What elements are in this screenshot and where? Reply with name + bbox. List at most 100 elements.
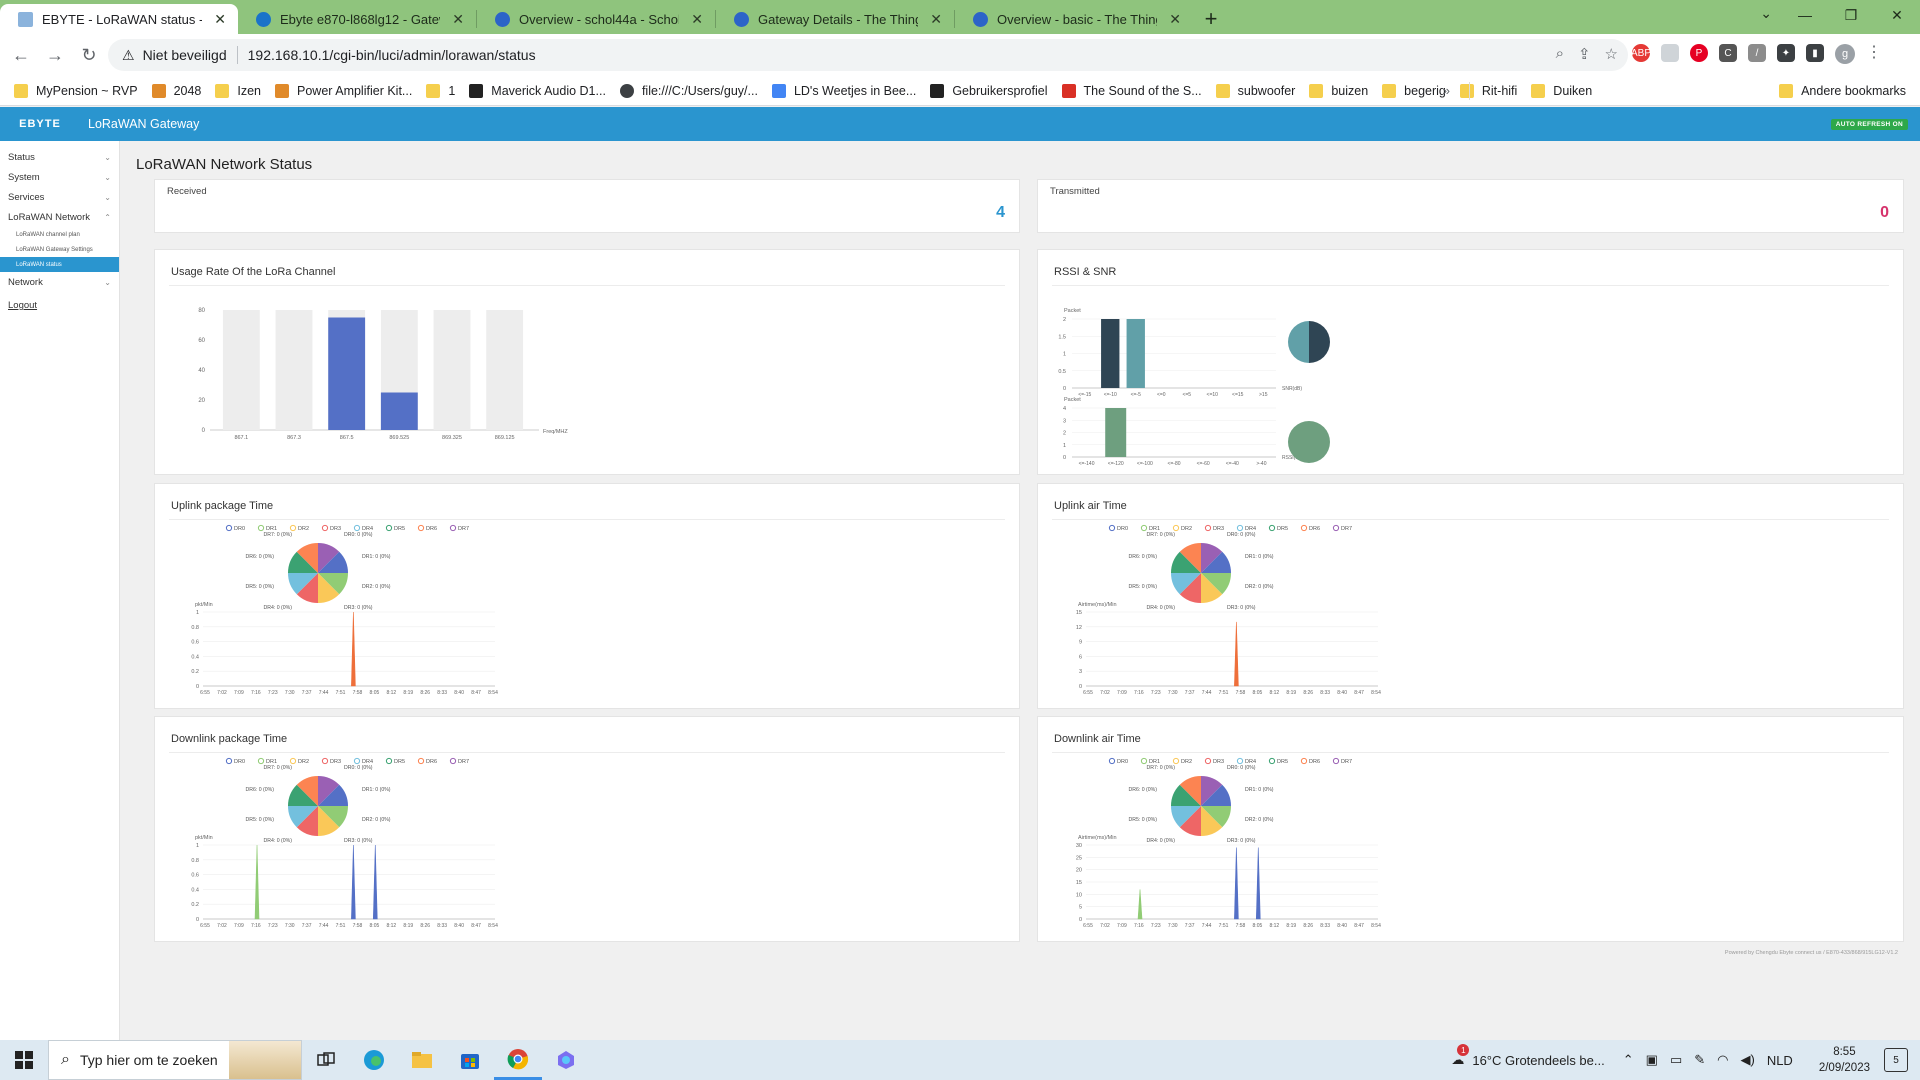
bookmark-item[interactable]: begerig [1382, 83, 1446, 98]
file-explorer-icon[interactable] [398, 1040, 446, 1080]
bookmark-item[interactable]: Gebruikersprofiel [930, 83, 1048, 98]
chevron-up-icon[interactable]: ⌃ [1622, 1052, 1634, 1067]
task-view-icon[interactable] [302, 1040, 350, 1080]
bookmark-item[interactable]: Maverick Audio D1... [469, 83, 606, 98]
close-icon[interactable]: ✕ [691, 11, 703, 27]
zoom-icon[interactable]: ⌕ [1555, 45, 1564, 62]
sidebar-item-status[interactable]: Status ⌄ [0, 147, 119, 167]
received-value: 4 [996, 204, 1005, 221]
close-icon[interactable]: ✕ [214, 11, 226, 27]
share-icon[interactable]: ⇪ [1577, 46, 1591, 63]
volume-icon[interactable]: ◀) [1740, 1052, 1755, 1067]
x-tick-label: 7:16 [1134, 923, 1144, 929]
adblock-icon[interactable]: ABP [1631, 44, 1651, 62]
maximize-icon[interactable]: ❐ [1844, 6, 1858, 23]
sidebar-subitem-channel-plan[interactable]: LoRaWAN channel plan [16, 231, 80, 238]
bookmark-item[interactable]: Izen [215, 83, 261, 98]
window-close-icon[interactable]: ✕ [1891, 6, 1903, 23]
meet-now-icon[interactable]: ▣ [1645, 1052, 1658, 1067]
x-tick-label: 6:55 [1083, 690, 1093, 696]
pie-label: DR1: 0 (0%) [362, 554, 391, 560]
bookmark-favicon-icon [1061, 83, 1076, 98]
menu-kebab-icon[interactable]: ⋮ [1866, 44, 1882, 61]
y-tick-label: 0 [196, 684, 199, 690]
legend-marker [1300, 524, 1308, 532]
minimize-icon[interactable]: — [1798, 7, 1812, 23]
folder-icon [215, 83, 230, 98]
bookmark-item[interactable]: Duiken [1531, 83, 1592, 98]
back-arrow-icon[interactable]: ← [12, 44, 30, 65]
pen-icon[interactable]: ✎ [1694, 1052, 1706, 1067]
y-tick-label: 30 [1076, 843, 1082, 849]
ebyte-logo[interactable]: EBYTE [0, 107, 80, 141]
extension-feather-icon[interactable]: / [1748, 44, 1766, 62]
reload-icon[interactable]: ↻ [81, 44, 97, 65]
puzzle-icon[interactable]: ✦ [1777, 44, 1795, 62]
store-icon[interactable] [446, 1040, 494, 1080]
tab-overview-schol[interactable]: Overview - schol44a - Schollebee ✕ [477, 4, 715, 34]
edge-icon[interactable] [350, 1040, 398, 1080]
weather-widget[interactable]: ☁ 1 16°C Grotendeels be... [1451, 1044, 1605, 1068]
tab-overview-basic[interactable]: Overview - basic - The Things Ne ✕ [955, 4, 1193, 34]
sidebar-subitem-gateway-settings[interactable]: LoRaWAN Gateway Settings [16, 246, 93, 253]
url-text[interactable]: 192.168.10.1/cgi-bin/luci/admin/lorawan/… [247, 47, 536, 63]
tab-search-chevron-icon[interactable]: ⌄ [1760, 5, 1772, 21]
sidebar-item-system[interactable]: System ⌄ [0, 167, 119, 187]
bookmark-item[interactable]: Power Amplifier Kit... [275, 83, 412, 98]
downlink-package-card: Downlink package Time DR0 DR1 DR2 DR3 DR4 DR5… [154, 716, 1020, 942]
bookmark-item[interactable]: MyPension ~ RVP [14, 83, 138, 98]
sidebar-item-services[interactable]: Services ⌄ [0, 187, 119, 207]
bookmark-item[interactable]: subwoofer [1215, 83, 1295, 98]
bookmark-item[interactable]: file:///C:/Users/guy/... [619, 83, 758, 98]
windows-start-icon[interactable] [0, 1040, 48, 1080]
x-tick-label: 7:44 [319, 923, 329, 929]
bookmark-item[interactable]: Rit-hifi [1459, 83, 1517, 98]
pie-label: DR5: 0 (0%) [1128, 584, 1157, 590]
sidebar-subitem-lorawan-status[interactable]: LoRaWAN status [0, 257, 119, 272]
tab-gateway-details[interactable]: Gateway Details - The Things Sta ✕ [716, 4, 954, 34]
security-label[interactable]: Niet beveiligd [142, 47, 227, 63]
pinterest-icon[interactable]: P [1690, 44, 1708, 62]
legend-label: DR3 [1213, 526, 1224, 532]
close-icon[interactable]: ✕ [930, 11, 942, 27]
other-bookmarks-folder[interactable]: Andere bookmarks [1779, 83, 1906, 98]
sidebar-item-network[interactable]: Network ⌄ [0, 272, 119, 292]
bookmark-item[interactable]: 1 [426, 83, 455, 98]
taskbar-search-input[interactable]: ⌕ Typ hier om te zoeken [48, 1040, 302, 1080]
url-omnibox[interactable]: ⚠ Niet beveiligd 192.168.10.1/cgi-bin/lu… [108, 39, 1628, 71]
bookmarks-overflow-icon[interactable]: » [1442, 83, 1450, 98]
legend-label: DR6 [426, 759, 437, 765]
bookmark-item[interactable]: 2048 [151, 83, 201, 98]
close-icon[interactable]: ✕ [1169, 11, 1181, 27]
notification-center-icon[interactable]: 5 [1884, 1048, 1908, 1072]
warning-icon[interactable]: ⚠ [122, 46, 135, 63]
wifi-icon[interactable]: ◠ [1717, 1052, 1729, 1067]
logout-link[interactable]: Logout [8, 300, 38, 311]
display-icon[interactable]: ▭ [1669, 1052, 1683, 1067]
bookmark-item[interactable]: buizen [1309, 83, 1368, 98]
x-tick-label: 8:05 [1253, 923, 1263, 929]
profile-avatar[interactable]: g [1835, 44, 1855, 64]
pie-slice [318, 776, 340, 806]
language-indicator[interactable]: NLD [1766, 1052, 1793, 1068]
chrome-icon[interactable] [494, 1040, 542, 1080]
sidebar-item-lorawan-network[interactable]: LoRaWAN Network ⌃ [0, 207, 119, 227]
legend-label: DR5 [394, 526, 405, 532]
auto-refresh-toggle[interactable]: AUTO REFRESH ON [1830, 119, 1908, 130]
legend-label: DR2 [1181, 526, 1192, 532]
y-axis-label: pkt/Min [195, 602, 213, 608]
tab-gateways[interactable]: Ebyte e870-l868lg12 - Gateways ✕ [238, 4, 476, 34]
taskbar-clock[interactable]: 8:55 2/09/2023 [1819, 1044, 1870, 1076]
pie-slice [1288, 421, 1330, 463]
forward-arrow-icon[interactable]: → [46, 44, 64, 65]
bookmark-item[interactable]: The Sound of the S... [1061, 83, 1202, 98]
bookmark-star-icon[interactable]: ☆ [1604, 46, 1618, 63]
close-icon[interactable]: ✕ [452, 11, 464, 27]
extension-c-icon[interactable]: C [1719, 44, 1737, 62]
bookmark-item[interactable]: LD's Weetjes in Bee... [771, 83, 916, 98]
new-tab-button[interactable]: + [1204, 6, 1218, 31]
extension-icon[interactable] [1661, 44, 1679, 62]
sidepanel-icon[interactable]: ▮ [1806, 44, 1824, 62]
photos-app-icon[interactable] [542, 1040, 590, 1080]
tab-ebyte-status[interactable]: EBYTE - LoRaWAN status - LuCI ✕ [0, 4, 238, 34]
